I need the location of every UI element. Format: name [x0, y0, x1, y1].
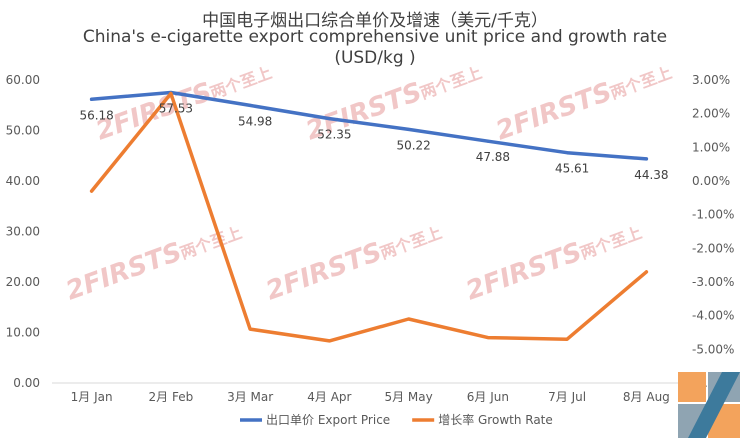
series-line-growth-rate [89, 91, 649, 343]
y-right-tick-label: 1.00% [692, 140, 730, 154]
chart-title-en: China's e-cigarette export comprehensive… [82, 27, 668, 47]
point-growth-rate-1 [90, 189, 94, 193]
point-growth-rate-7 [565, 337, 569, 341]
series-line-export-price [89, 90, 649, 161]
x-tick-label: 4月 Apr [307, 390, 351, 404]
x-tick-label: 8月 Aug [623, 390, 670, 404]
legend-label-export-price: 出口单价 Export Price [266, 413, 390, 427]
logo-diagonal [688, 372, 740, 438]
data-label-export-price: 52.35 [317, 128, 351, 142]
y-left-tick-label: 30.00 [6, 225, 40, 239]
watermark-brand-cn: 两个至上 [178, 223, 245, 263]
watermark-brand: 2FIRSTS [262, 237, 386, 306]
data-label-export-price: 47.88 [476, 150, 510, 164]
y-right-tick-label: -3.00% [692, 275, 734, 289]
point-export-price-7 [565, 151, 569, 155]
data-labels-group: 56.18 57.53 54.98 52.35 50.22 47.88 45.61 44.38 [79, 101, 668, 181]
legend: 出口单价 Export Price 增长率 Growth Rate [240, 412, 553, 427]
watermark-brand: 2FIRSTS [492, 77, 616, 146]
y-left-tick-label: 60.00 [6, 73, 40, 87]
point-export-price-8 [644, 157, 648, 161]
y-right-tick-label: -2.00% [692, 241, 734, 255]
point-growth-rate-6 [486, 336, 490, 340]
watermark-brand-cn: 两个至上 [208, 63, 275, 103]
point-growth-rate-4 [327, 339, 331, 343]
point-growth-rate-3 [248, 327, 252, 331]
watermark-brand: 2FIRSTS [462, 237, 586, 306]
point-export-price-3 [248, 103, 252, 107]
y-left-tick-label: 40.00 [6, 174, 40, 188]
y-right-tick-label: -4.00% [692, 309, 734, 323]
legend-label-growth-rate: 增长率 Growth Rate [438, 412, 553, 427]
x-tick-label: 1月 Jan [71, 390, 113, 404]
y-right-tick-label: 3.00% [692, 73, 730, 87]
watermark-brand-cn: 两个至上 [378, 223, 445, 263]
y-right-tick-label: 2.00% [692, 107, 730, 121]
y-right-tick-label: -5.00% [692, 342, 734, 356]
watermark-brand-cn: 两个至上 [608, 63, 675, 103]
watermark-brand-cn: 两个至上 [578, 223, 645, 263]
data-label-export-price: 54.98 [238, 114, 272, 128]
x-tick-label: 7月 Jul [548, 390, 586, 404]
y-right-tick-label: -1.00% [692, 208, 734, 222]
point-growth-rate-5 [407, 317, 411, 321]
data-label-export-price: 44.38 [634, 168, 668, 182]
watermark-brand-cn: 两个至上 [418, 63, 485, 103]
point-growth-rate-8 [644, 270, 648, 274]
y-right-tick-label: 0.00% [692, 174, 730, 188]
chart-title-unit: (USD/kg ) [334, 48, 416, 68]
x-tick-label: 6月 Jun [467, 390, 509, 404]
data-label-export-price: 50.22 [396, 138, 430, 152]
watermark-brand: 2FIRSTS [62, 237, 186, 306]
logo-block-orange-top [678, 372, 706, 402]
x-tick-label: 3月 Mar [227, 390, 273, 404]
brand-logo [678, 372, 740, 438]
axes-group: 0.0010.0020.0030.0040.0050.0060.00-6.00%… [6, 73, 735, 404]
point-export-price-4 [327, 117, 331, 121]
y-left-tick-label: 50.00 [6, 124, 40, 138]
data-label-export-price: 45.61 [555, 162, 589, 176]
chart-title-cn: 中国电子烟出口综合单价及增速（美元/千克） [202, 11, 548, 31]
y-left-tick-label: 10.00 [6, 326, 40, 340]
point-export-price-5 [407, 127, 411, 131]
y-left-tick-label: 0.00 [13, 376, 40, 390]
point-export-price-1 [90, 97, 94, 101]
x-tick-label: 2月 Feb [149, 390, 194, 404]
x-tick-label: 5月 May [384, 390, 432, 404]
series-group [89, 90, 649, 343]
data-label-export-price: 56.18 [79, 108, 113, 122]
point-growth-rate-2 [169, 91, 173, 95]
y-left-tick-label: 20.00 [6, 275, 40, 289]
point-export-price-6 [486, 139, 490, 143]
data-label-export-price: 57.53 [159, 101, 193, 115]
brand-logo-mark [678, 372, 740, 438]
